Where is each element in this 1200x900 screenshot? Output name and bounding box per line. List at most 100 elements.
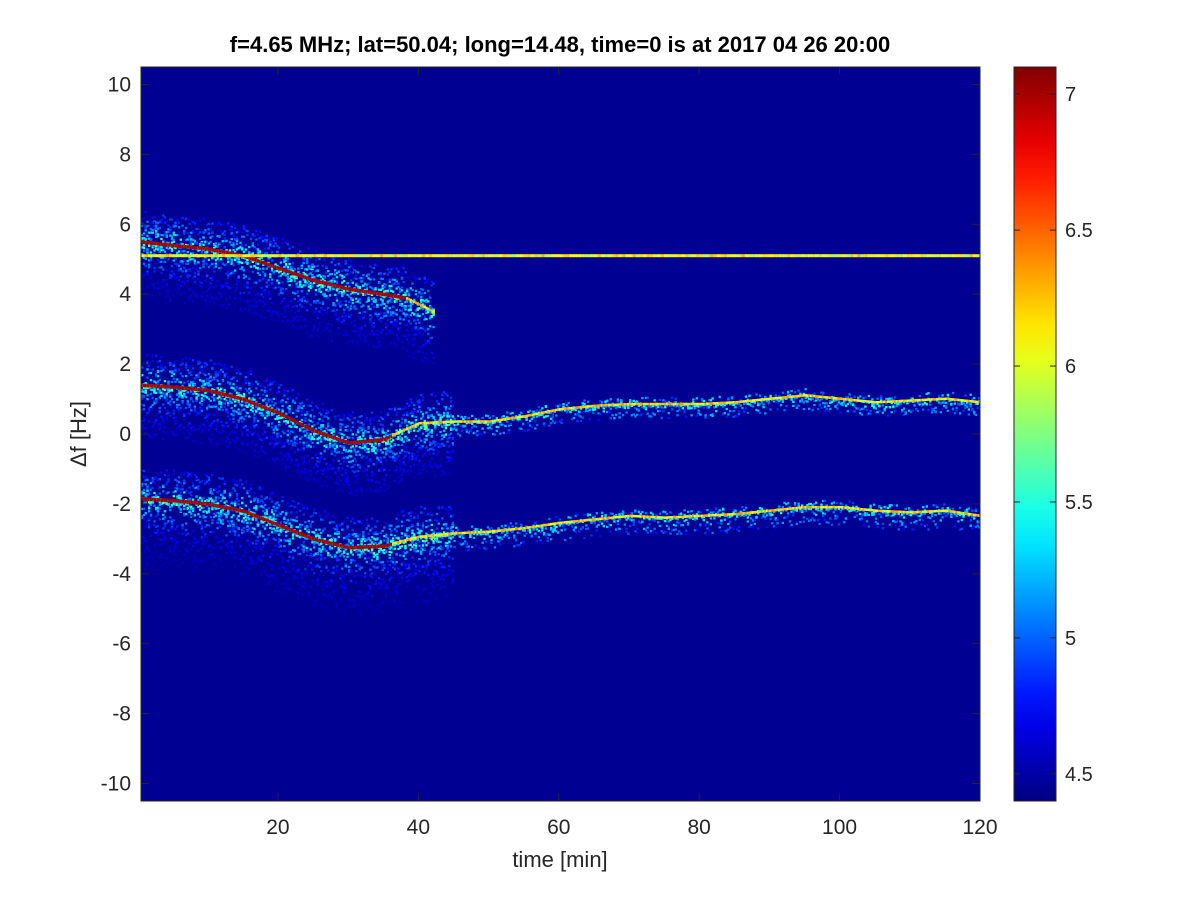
heat-cell: [464, 416, 467, 419]
heat-cell: [167, 288, 170, 291]
heat-cell: [581, 402, 584, 405]
heat-cell: [246, 389, 249, 392]
trace-core-cell: [367, 439, 370, 443]
heat-cell: [241, 395, 244, 398]
trace-core-cell: [451, 420, 455, 423]
heat-cell: [602, 410, 605, 413]
heat-cell: [400, 302, 404, 306]
trace-core-cell: [260, 404, 263, 408]
heat-cell: [321, 293, 325, 296]
heat-cell: [455, 427, 458, 430]
heat-cell: [209, 296, 212, 299]
heat-cell: [390, 297, 393, 301]
heat-cell: [216, 397, 219, 400]
trace-core-cell: [149, 384, 153, 388]
heat-cell: [348, 315, 351, 318]
heat-cell: [341, 488, 344, 492]
heat-cell: [225, 421, 228, 424]
heat-cell: [181, 399, 184, 403]
heat-cell: [414, 422, 418, 425]
heat-cell: [223, 237, 226, 240]
heat-cell: [284, 263, 288, 266]
heat-cell: [334, 417, 337, 420]
heat-cell: [141, 394, 144, 397]
heat-cell: [248, 291, 251, 294]
heat-cell: [442, 414, 446, 417]
heat-cell: [421, 445, 425, 448]
heat-cell: [191, 299, 195, 302]
trace-core-cell: [335, 437, 339, 441]
heat-cell: [309, 433, 312, 436]
heat-cell: [446, 415, 449, 418]
heat-cell: [318, 460, 321, 463]
heat-cell: [151, 396, 154, 399]
heat-cell: [402, 294, 405, 297]
heat-cell: [304, 273, 307, 276]
heat-cell: [167, 241, 170, 244]
heat-cell: [418, 307, 421, 310]
heat-cell: [360, 447, 363, 450]
heat-cell: [420, 410, 423, 413]
heat-cell: [225, 410, 228, 413]
heat-cell: [407, 355, 411, 358]
heat-cell: [195, 396, 198, 399]
heat-cell: [397, 327, 400, 330]
heat-cell: [290, 425, 293, 428]
heat-cell: [558, 403, 562, 407]
heat-cell: [214, 443, 218, 446]
heat-cell: [358, 331, 361, 334]
heat-cell: [267, 284, 270, 287]
heat-cell: [227, 270, 230, 273]
heat-cell: [263, 236, 267, 239]
trace-core-cell: [337, 437, 340, 442]
trace-core-cell: [213, 248, 216, 252]
heat-cell: [263, 238, 267, 241]
heat-cell: [316, 264, 319, 267]
heat-cell: [341, 315, 344, 318]
heat-cell: [379, 458, 383, 461]
heat-cell: [379, 456, 383, 459]
heat-cell: [465, 422, 469, 425]
heat-cell: [155, 354, 158, 357]
heat-cell: [306, 441, 309, 444]
heat-cell: [209, 376, 212, 379]
heat-cell: [158, 266, 161, 269]
heat-cell: [369, 489, 372, 492]
heat-cell: [193, 282, 197, 285]
trace-core-cell: [671, 402, 674, 406]
heat-cell: [191, 266, 195, 270]
heat-cell: [527, 422, 530, 425]
heat-cell: [320, 424, 323, 427]
heat-cell: [218, 260, 221, 263]
heat-cell: [183, 281, 186, 284]
trace-core-cell: [269, 408, 272, 412]
heat-cell: [260, 236, 263, 239]
heat-cell: [442, 471, 446, 474]
heat-cell: [316, 328, 319, 331]
heat-cell: [334, 454, 337, 457]
heat-cell: [263, 416, 267, 419]
heat-cell: [141, 217, 144, 220]
heat-cell: [227, 256, 230, 259]
heat-cell: [142, 404, 146, 407]
trace-core-cell: [469, 420, 472, 423]
trace-core-cell: [449, 420, 453, 423]
heat-cell: [302, 296, 305, 299]
heat-cell: [378, 313, 381, 316]
trace-core-cell: [609, 403, 612, 407]
heat-cell: [358, 277, 361, 280]
heat-cell: [227, 404, 230, 407]
heat-cell: [386, 268, 390, 271]
heat-cell: [149, 379, 153, 382]
heat-cell: [283, 442, 286, 445]
trace-core-cell: [530, 413, 534, 417]
heat-cell: [234, 269, 237, 272]
heat-cell: [200, 385, 204, 388]
heat-cell: [218, 431, 221, 435]
heat-cell: [163, 296, 167, 299]
heat-cell: [381, 287, 384, 290]
heat-cell: [334, 447, 337, 451]
heat-cell: [193, 258, 197, 261]
heat-cell: [213, 301, 216, 305]
heat-cell: [272, 239, 275, 242]
